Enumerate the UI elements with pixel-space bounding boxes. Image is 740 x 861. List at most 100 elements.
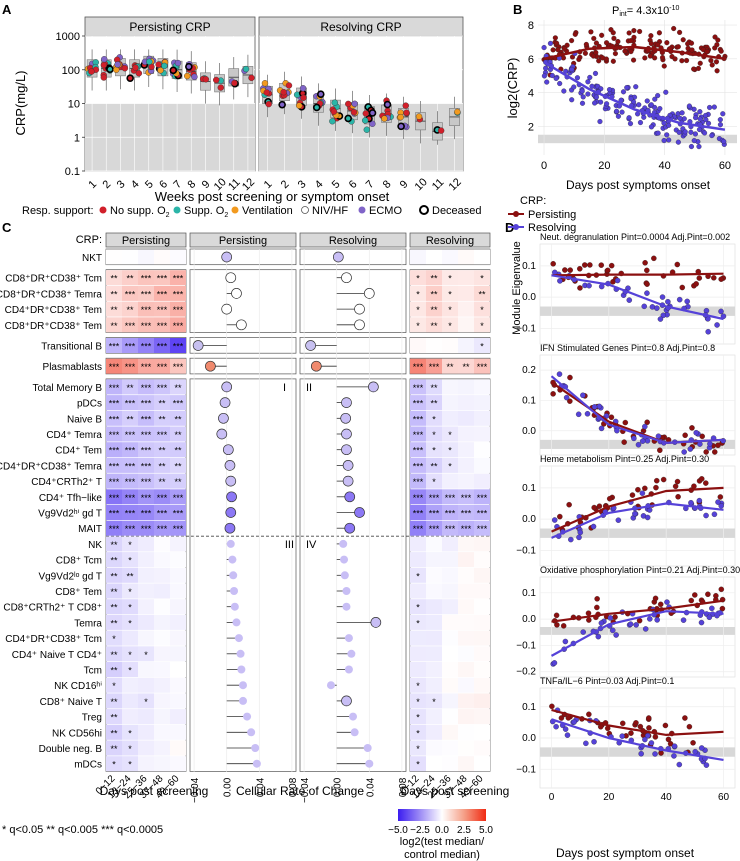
c-significance: * bbox=[432, 697, 436, 707]
c-heat-cell bbox=[442, 426, 458, 442]
c-significance: ** bbox=[110, 556, 118, 566]
c-significance: *** bbox=[461, 509, 472, 519]
b-legend-resolving: Resolving bbox=[528, 222, 576, 234]
c-significance: *** bbox=[125, 461, 136, 471]
d-point-persisting bbox=[682, 715, 688, 721]
d-point-resolving bbox=[583, 740, 589, 747]
c-significance: * bbox=[448, 446, 452, 456]
c-heat-cell bbox=[122, 536, 138, 552]
c-row-label: CD8⁺DR⁺CD38⁺ Tcm bbox=[5, 274, 102, 285]
c-heat-cell bbox=[138, 630, 154, 646]
d-point-persisting bbox=[644, 267, 650, 274]
a-x-tick-label: 10 bbox=[413, 176, 430, 193]
c-heat-cell bbox=[154, 358, 170, 374]
c-heat-cell bbox=[106, 489, 122, 505]
c-heat-cell bbox=[426, 358, 442, 374]
b-point-persisting bbox=[689, 47, 695, 53]
b-point-resolving bbox=[644, 98, 650, 104]
d-point-persisting bbox=[699, 433, 705, 440]
d-point-resolving bbox=[644, 290, 650, 296]
b-point-persisting bbox=[675, 44, 681, 50]
c-significance: * bbox=[416, 289, 420, 299]
c-significance: ** bbox=[126, 414, 134, 424]
c-significance: *** bbox=[141, 383, 152, 393]
c-heat-cell bbox=[426, 426, 442, 442]
c-heat-cell bbox=[106, 505, 122, 520]
d-point-persisting bbox=[642, 260, 648, 266]
c-heat-cell bbox=[138, 426, 154, 442]
d-point-resolving bbox=[607, 615, 614, 621]
c-heat-cell bbox=[474, 662, 490, 677]
b-point-resolving bbox=[709, 133, 715, 139]
colorbar-tick-label: −5.0 bbox=[388, 825, 408, 836]
c-heat-cell bbox=[122, 395, 138, 411]
c-roman: I bbox=[283, 382, 286, 394]
c-significance: * bbox=[416, 603, 420, 613]
c-row-label: CD4⁺ Naive T CD4⁺ bbox=[12, 650, 102, 661]
d-point-persisting bbox=[660, 476, 667, 483]
b-point-persisting bbox=[599, 32, 605, 38]
c-heat-cell bbox=[410, 301, 426, 317]
panel-letter-c: C bbox=[2, 220, 12, 235]
d-fit-resolving bbox=[550, 375, 724, 445]
c-significance: * bbox=[128, 728, 132, 738]
d-point-resolving bbox=[596, 403, 603, 410]
d-point-resolving bbox=[655, 433, 662, 439]
c-significance: *** bbox=[109, 477, 120, 487]
c-heat-cell bbox=[458, 285, 474, 301]
c-lollipop-head bbox=[221, 381, 233, 393]
d-point-resolving bbox=[703, 512, 709, 519]
c-significance: * bbox=[480, 305, 484, 315]
c-heat-cell bbox=[474, 505, 490, 520]
c-heat-cell bbox=[442, 709, 458, 725]
c-significance: * bbox=[128, 650, 132, 660]
c-heat-cell bbox=[170, 662, 186, 677]
c-significance: *** bbox=[413, 383, 424, 393]
c-heat-cell bbox=[170, 301, 186, 317]
a-point bbox=[369, 120, 376, 127]
c-heat-cell bbox=[442, 249, 458, 265]
c-significance: * bbox=[448, 321, 452, 331]
c-heat-cell bbox=[458, 724, 474, 740]
d-point-persisting bbox=[653, 484, 659, 491]
c-heat-cell bbox=[122, 646, 138, 662]
b-point-persisting bbox=[642, 55, 648, 61]
c-heat-cell bbox=[442, 379, 458, 395]
d-point-persisting bbox=[667, 741, 674, 747]
c-heat-cell bbox=[474, 426, 490, 442]
a-point bbox=[263, 89, 271, 96]
b-point-persisting bbox=[659, 55, 666, 61]
b-x-axis-label: Days post symptoms onset bbox=[566, 178, 711, 192]
b-point-persisting bbox=[713, 59, 720, 65]
d-point-resolving bbox=[615, 517, 622, 523]
c-heat-cell bbox=[442, 567, 458, 583]
a-point bbox=[330, 108, 338, 115]
c-heat-cell bbox=[458, 410, 474, 426]
c-heat-cell bbox=[122, 338, 138, 353]
c-significance: * bbox=[480, 342, 484, 352]
d-point-resolving bbox=[703, 762, 710, 768]
d-point-persisting bbox=[549, 703, 555, 710]
strip-persisting-label: Persisting CRP bbox=[129, 20, 210, 34]
c-heat-cell bbox=[474, 740, 490, 756]
c-rate-tick-label: −0.04 bbox=[300, 777, 311, 803]
c-significance: * bbox=[416, 713, 420, 723]
b-y-tick-label: 8 bbox=[528, 20, 534, 32]
c-significance: * bbox=[128, 618, 132, 628]
d-point-persisting bbox=[608, 414, 615, 420]
c-significance: *** bbox=[141, 524, 152, 534]
c-heat-cell bbox=[170, 426, 186, 442]
d-point-resolving bbox=[654, 305, 660, 311]
c-row-label: Naive B bbox=[67, 414, 102, 425]
d-point-persisting bbox=[675, 494, 681, 500]
c-rate-tick-label: 0.00 bbox=[333, 777, 344, 797]
c-heat-cell bbox=[474, 646, 490, 662]
a-y-tick-label: 10 bbox=[68, 99, 80, 111]
c-heat-cell bbox=[170, 536, 186, 552]
c-significance: *** bbox=[125, 430, 136, 440]
a-point bbox=[217, 84, 224, 91]
d-point-persisting bbox=[674, 478, 681, 485]
b-point-persisting bbox=[608, 27, 614, 33]
c-significance: *** bbox=[109, 509, 120, 519]
